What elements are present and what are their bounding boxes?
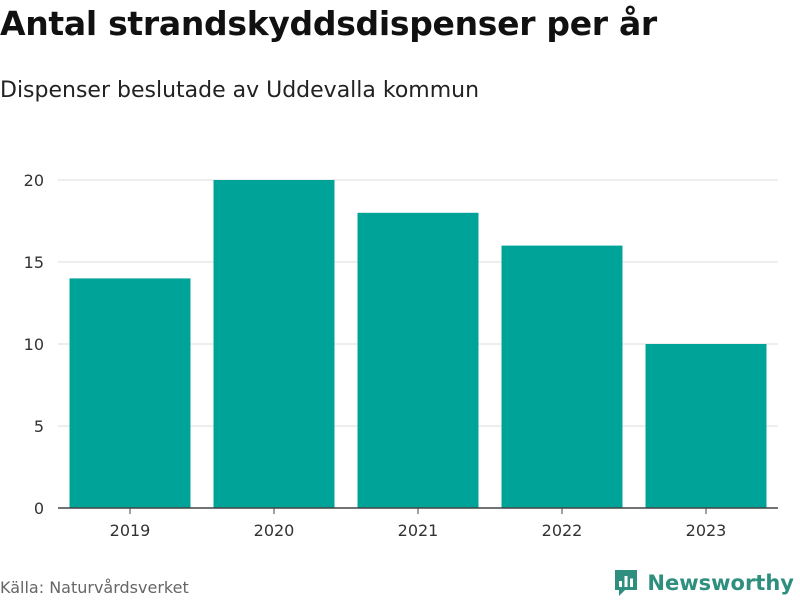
x-tick-label: 2021	[398, 521, 439, 540]
y-tick-label: 0	[34, 499, 44, 518]
bars	[69, 180, 767, 509]
x-axis-ticks: 2019 2020 2021 2022 2023	[110, 521, 727, 540]
bar-chart-icon	[615, 570, 638, 596]
chart-subtitle: Dispenser beslutade av Uddevalla kommun	[0, 78, 480, 103]
chart-title: Antal strandskyddsdispenser per år	[0, 4, 657, 43]
bar	[69, 278, 191, 508]
brand-logo: Newsworthy	[613, 568, 794, 598]
source-note: Källa: Naturvårdsverket	[0, 578, 189, 597]
bar	[357, 212, 479, 509]
bar	[645, 344, 767, 508]
x-tick-label: 2020	[254, 521, 295, 540]
axes	[58, 507, 778, 514]
x-tick-label: 2022	[542, 521, 583, 540]
x-tick-label: 2023	[686, 521, 727, 540]
y-axis-ticks: 0 5 10 15 20	[24, 171, 44, 518]
y-tick-label: 20	[24, 171, 44, 190]
y-tick-label: 10	[24, 335, 44, 354]
y-tick-label: 15	[24, 253, 44, 272]
bar	[213, 180, 335, 508]
brand-name: Newsworthy	[647, 571, 794, 595]
x-tick-label: 2019	[110, 521, 151, 540]
bar	[501, 245, 623, 508]
y-tick-label: 5	[34, 417, 44, 436]
